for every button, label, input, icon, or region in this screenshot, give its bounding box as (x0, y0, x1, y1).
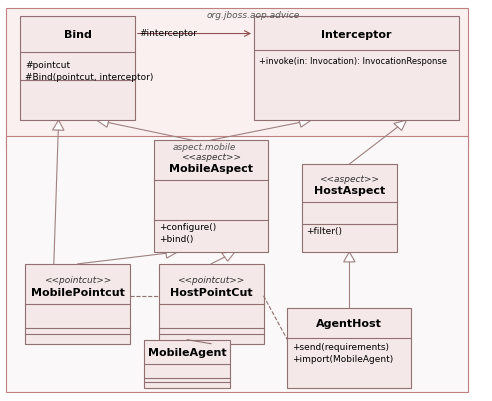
Text: +configure(): +configure() (159, 223, 216, 231)
Text: <<pointcut>>: <<pointcut>> (44, 275, 111, 285)
Text: Interceptor: Interceptor (321, 29, 392, 39)
Bar (154, 141, 268, 252)
Text: #Bind(pointcut, interceptor): #Bind(pointcut, interceptor) (25, 73, 154, 82)
Text: +invoke(in: Invocation): InvocationResponse: +invoke(in: Invocation): InvocationRespo… (259, 57, 447, 66)
Text: MobileAspect: MobileAspect (169, 164, 253, 174)
Text: <<aspect>>: <<aspect>> (181, 152, 241, 161)
Polygon shape (222, 252, 235, 261)
Text: <<aspect>>: <<aspect>> (319, 174, 379, 183)
Polygon shape (165, 249, 178, 258)
Text: HostAspect: HostAspect (314, 186, 385, 196)
Text: +filter(): +filter() (307, 227, 342, 235)
Bar (6, 137, 468, 392)
Text: AgentHost: AgentHost (316, 318, 382, 328)
Text: #interceptor: #interceptor (140, 29, 197, 38)
Polygon shape (53, 121, 64, 131)
Polygon shape (394, 121, 406, 131)
Text: HostPointCut: HostPointCut (170, 287, 252, 297)
Bar (254, 17, 459, 121)
Text: org.jboss.aop.advice: org.jboss.aop.advice (206, 11, 300, 20)
Bar (144, 340, 230, 388)
Text: #pointcut: #pointcut (25, 61, 70, 70)
Text: +import(MobileAgent): +import(MobileAgent) (292, 354, 394, 363)
Text: <<pointcut>>: <<pointcut>> (178, 275, 245, 285)
Polygon shape (298, 119, 311, 128)
Text: +bind(): +bind() (159, 234, 193, 243)
Text: +send(requirements): +send(requirements) (292, 342, 389, 351)
Bar (21, 17, 135, 121)
Text: aspect.mobile: aspect.mobile (173, 143, 236, 152)
Bar (302, 165, 397, 252)
Text: Bind: Bind (63, 30, 92, 40)
Text: MobileAgent: MobileAgent (148, 347, 227, 357)
Bar (159, 264, 264, 344)
Bar (287, 308, 411, 388)
Polygon shape (97, 119, 110, 128)
Bar (6, 9, 468, 149)
Bar (25, 264, 130, 344)
Text: MobilePointcut: MobilePointcut (31, 287, 124, 297)
Polygon shape (343, 252, 355, 262)
